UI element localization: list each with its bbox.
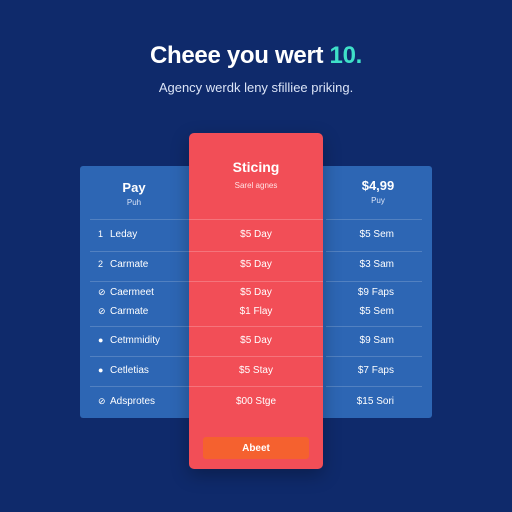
price-cell: $5 Day [240,335,272,346]
price-cell: $9 Sam [359,335,394,346]
row-divider [189,251,323,252]
select-plan-button[interactable]: Abeet [203,437,309,459]
price-cell: $5 Day [240,259,272,270]
row-divider [90,281,200,282]
feature-marker: 2 [98,259,104,269]
feature-row: ● Cetletias [98,365,149,376]
price-cell: $9 Faps [357,287,394,298]
feature-row: ⊘ Carmate [98,306,148,317]
plan-subtitle: Puy [371,196,385,205]
page-subtitle: Agency werdk leny sfilliee priking. [158,80,354,95]
price-cell: $5 Stay [239,365,273,376]
outline-circle-icon: ⊘ [98,287,106,297]
row-divider [189,326,323,327]
feature-label: Adsprotes [110,396,156,407]
feature-marker: 1 [98,229,104,239]
outline-circle-icon: ⊘ [98,396,106,406]
row-divider [189,281,323,282]
price-cell: $7 Faps [357,365,394,376]
row-divider [90,219,200,220]
outline-circle-icon: ⊘ [98,306,106,316]
row-divider [326,326,422,327]
filled-circle-icon: ● [98,335,104,345]
plan-title: Sticing [232,159,280,175]
feature-label: Carmate [110,306,149,317]
feature-label: Carmate [110,259,149,270]
price-cell: $5 Sem [359,229,394,240]
feature-row: ● Cetmmidity [98,335,160,346]
row-divider [326,386,422,387]
row-divider [90,251,200,252]
row-divider [326,281,422,282]
page-title-main: Cheee you wert [149,42,330,69]
row-divider [326,219,422,220]
row-divider [189,356,323,357]
row-divider [90,386,200,387]
row-divider [90,326,200,327]
price-cell: $5 Day [240,287,272,298]
row-divider [189,386,323,387]
price-cell: $1 Flay [239,306,273,317]
row-divider [90,356,200,357]
row-divider [326,251,422,252]
price-cell: $5 Sem [359,306,394,317]
plan-price: $4,99 [361,178,395,193]
feature-label: Caermeet [110,287,154,298]
feature-label: Cetletias [110,365,149,376]
price-cell: $5 Day [240,229,272,240]
page-title-accent: 10. [329,42,363,69]
price-cell: $3 Sam [359,259,394,270]
filled-circle-icon: ● [98,365,104,375]
price-cell: $15 Sori [356,396,394,407]
feature-row: 1 Leday [98,229,137,240]
feature-row: ⊘ Adsprotes [98,396,155,407]
feature-label: Cetmmidity [110,335,161,346]
feature-row: 2 Carmate [98,259,148,270]
feature-row: ⊘ Caermeet [98,287,154,298]
plan-title: Pay [122,180,146,195]
plan-subtitle: Sarel agnes [234,181,278,190]
plan-subtitle: Puh [126,198,142,207]
plan-card-featured: Sticing Sarel agnes $5 Day $5 Day $5 Day… [189,133,323,469]
page-title: Cheee you wert 10. [0,42,512,70]
price-cell: $00 Stge [235,396,277,407]
row-divider [326,356,422,357]
feature-label: Leday [110,229,138,240]
row-divider [189,219,323,220]
